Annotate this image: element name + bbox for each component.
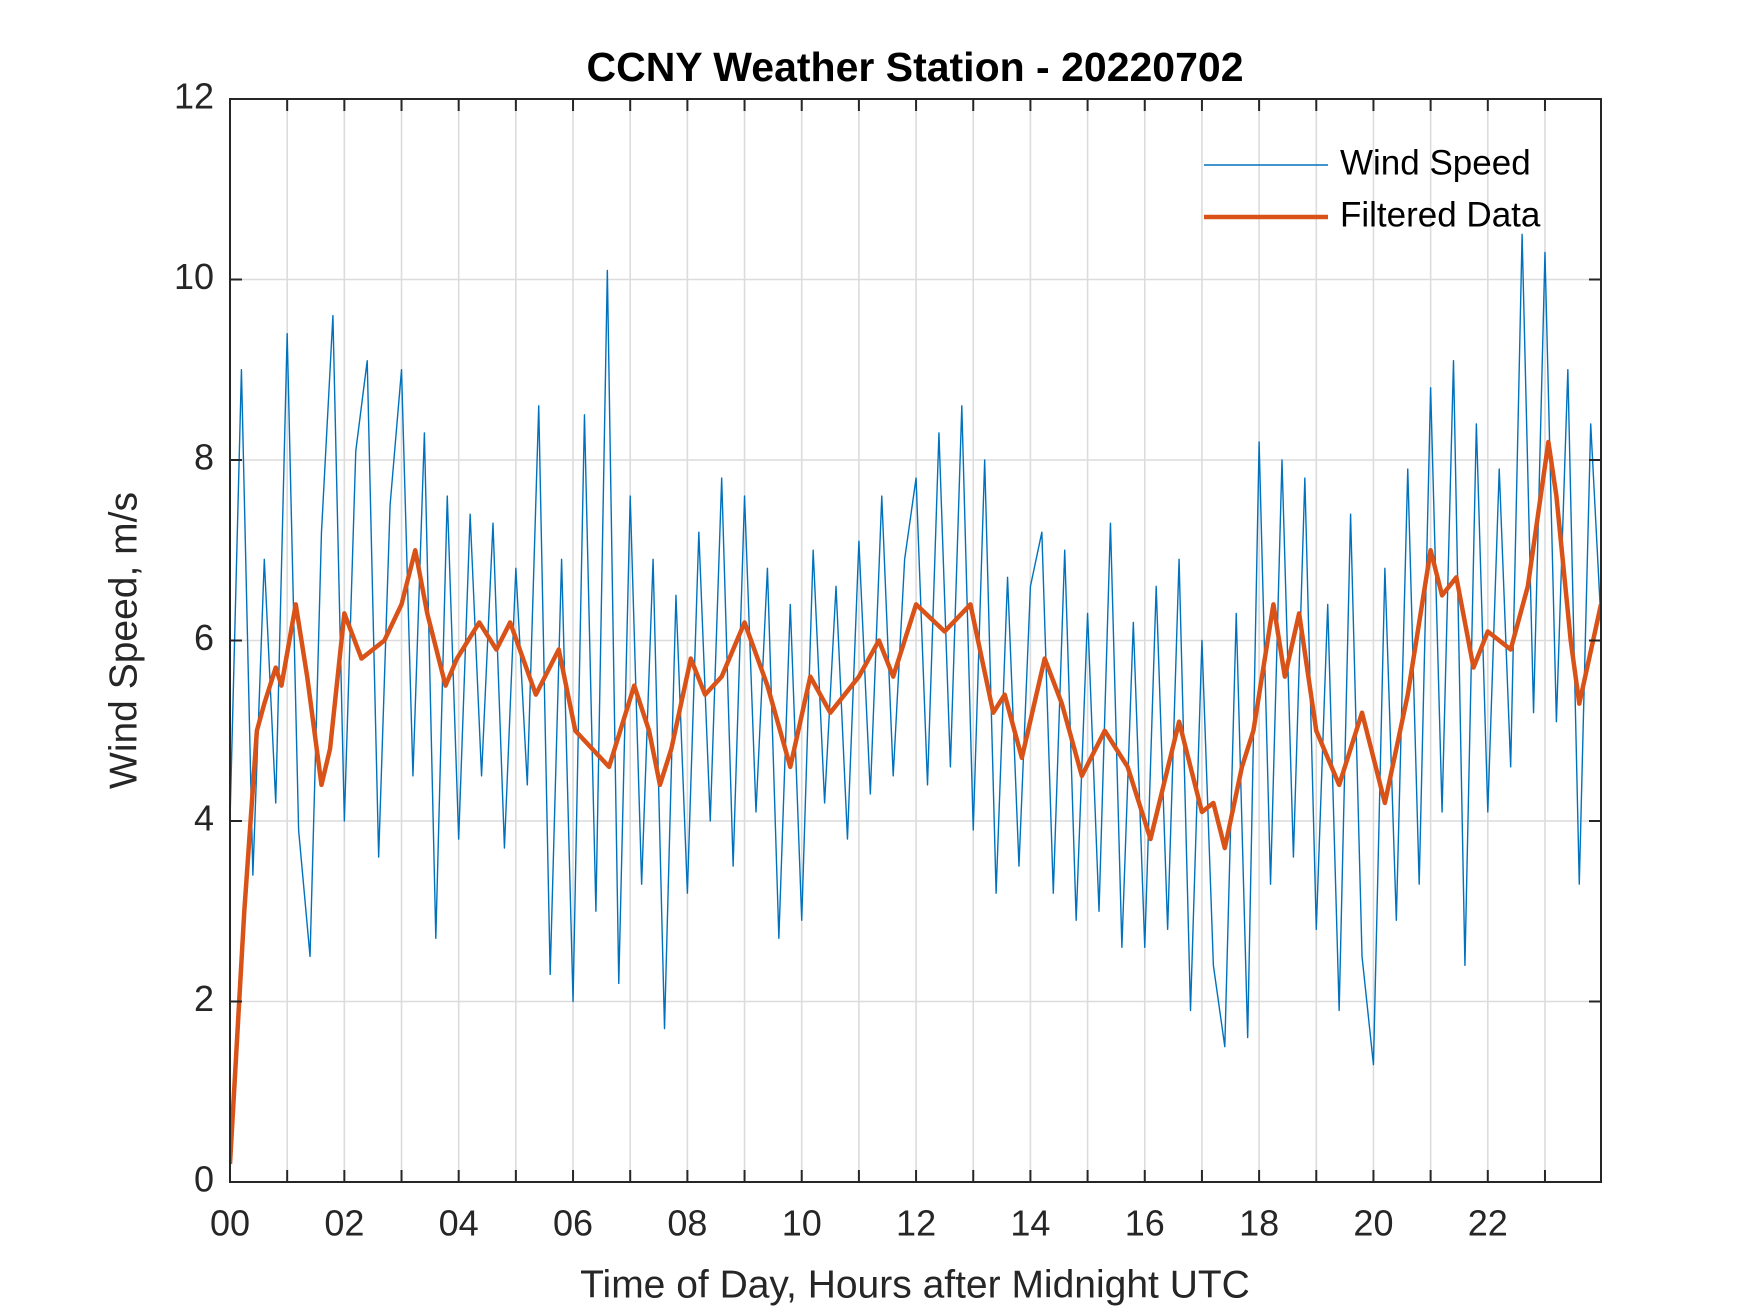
x-tick-label: 10 [782,1203,822,1244]
y-tick-label: 0 [194,1159,214,1200]
x-tick-label: 04 [439,1203,479,1244]
legend-label: Filtered Data [1340,195,1541,234]
data-line [230,233,1601,1066]
x-tick-label: 18 [1239,1203,1279,1244]
x-tick-label: 06 [553,1203,593,1244]
data-line [230,439,1601,1165]
legend-label: Wind Speed [1340,143,1531,182]
x-tick-label: 08 [667,1203,707,1244]
y-tick-label: 2 [194,978,214,1019]
x-tick-label: 20 [1353,1203,1393,1244]
x-tick-label: 14 [1010,1203,1050,1244]
x-tick-label: 22 [1468,1203,1508,1244]
y-tick-label: 10 [174,256,214,297]
y-tick-label: 6 [194,617,214,658]
x-tick-label: 02 [324,1203,364,1244]
y-tick-label: 8 [194,437,214,478]
y-tick-label: 4 [194,798,214,839]
chart-title: CCNY Weather Station - 20220702 [586,44,1243,90]
x-axis-label: Time of Day, Hours after Midnight UTC [580,1263,1250,1306]
x-tick-label: 00 [210,1203,250,1244]
y-tick-label: 12 [174,76,214,117]
y-axis-label: Wind Speed, m/s [102,492,145,789]
x-tick-label: 16 [1125,1203,1165,1244]
x-tick-label: 12 [896,1203,936,1244]
